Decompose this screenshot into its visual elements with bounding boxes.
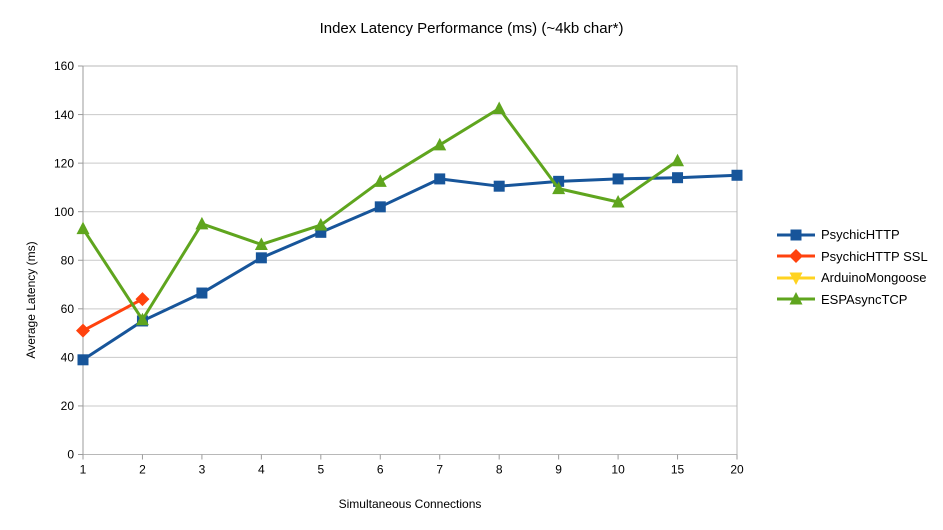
legend-key-diamond-icon [777,249,815,264]
y-tick-label: 160 [54,59,74,73]
series-marker-psychichttp [255,252,267,264]
series-marker-psychichttp [77,354,89,366]
legend-label-espasynctcp: ESPAsyncTCP [821,291,908,307]
series-marker-espasynctcp [671,153,685,167]
series-marker-psychichttp [731,169,743,181]
series-marker-espasynctcp [195,216,209,230]
series-marker-espasynctcp [254,237,268,250]
series-marker-espasynctcp [611,194,625,208]
legend-key-triangle-down-icon [777,272,815,285]
legend: PsychicHTTP PsychicHTTP SSL ArduinoMongoos… [776,224,928,310]
legend-item-psychichttp-ssl: PsychicHTTP SSL [776,246,928,268]
legend-marker-psychichttp-ssl [789,249,803,264]
series-marker-psychichttp [315,226,327,238]
x-tick-label: 20 [730,463,744,477]
legend-marker-arduinomongoose [789,272,803,285]
x-tick-label: 4 [258,463,265,477]
x-tick-label: 3 [199,463,206,477]
series-marker-psychichttp [553,175,565,187]
series-marker-espasynctcp [552,181,566,195]
series-marker-psychichttp [434,173,446,185]
y-tick-label: 0 [67,448,74,462]
x-tick-label: 9 [555,463,562,477]
legend-key-triangle-up-icon [777,292,815,305]
x-tick-label: 6 [377,463,384,477]
x-tick-label: 2 [139,463,146,477]
series-marker-psychichttp [493,180,505,192]
y-tick-label: 140 [54,108,74,122]
y-tick-label: 40 [61,351,75,365]
legend-marker-espasynctcp [789,292,803,305]
series-marker-psychichttp [612,173,624,185]
y-tick-label: 120 [54,156,74,170]
x-tick-label: 8 [496,463,503,477]
legend-label-psychichttp-ssl: PsychicHTTP SSL [821,248,928,264]
y-tick-label: 100 [54,205,74,219]
legend-item-psychichttp: PsychicHTTP [776,224,928,246]
series-line-psychichttp [82,173,738,362]
legend-label-arduinomongoose: ArduinoMongoose [821,270,927,286]
legend-marker-psychichttp [790,229,802,241]
series-marker-espasynctcp [373,174,387,187]
x-tick-label: 7 [436,463,443,477]
legend-item-arduinomongoose: ArduinoMongoose [776,267,928,289]
series-marker-psychichttp-ssl [76,323,90,338]
series-marker-psychichttp [196,287,208,299]
series-marker-psychichttp-ssl [135,292,150,307]
legend-label-psychichttp: PsychicHTTP [821,227,900,243]
legend-key-square-icon [777,229,815,241]
y-tick-label: 20 [61,399,75,413]
series-marker-espasynctcp [76,221,90,235]
y-tick-label: 60 [61,302,75,316]
x-tick-label: 1 [80,463,87,477]
x-tick-label: 15 [671,463,685,477]
y-tick-label: 80 [61,253,75,267]
series-line-espasynctcp [81,106,679,322]
series-marker-espasynctcp [135,312,149,326]
legend-item-espasynctcp: ESPAsyncTCP [776,289,928,311]
x-tick-label: 5 [317,463,324,477]
x-axis-title: Simultaneous Connections [338,497,482,511]
series-marker-psychichttp [672,172,684,184]
chart-title: Index Latency Performance (ms) (~4kb cha… [319,20,624,37]
x-tick-label: 10 [611,463,625,477]
series-marker-psychichttp [374,201,386,213]
series-marker-espasynctcp [314,218,328,231]
series-marker-espasynctcp [433,137,447,151]
series-marker-espasynctcp [492,101,506,114]
